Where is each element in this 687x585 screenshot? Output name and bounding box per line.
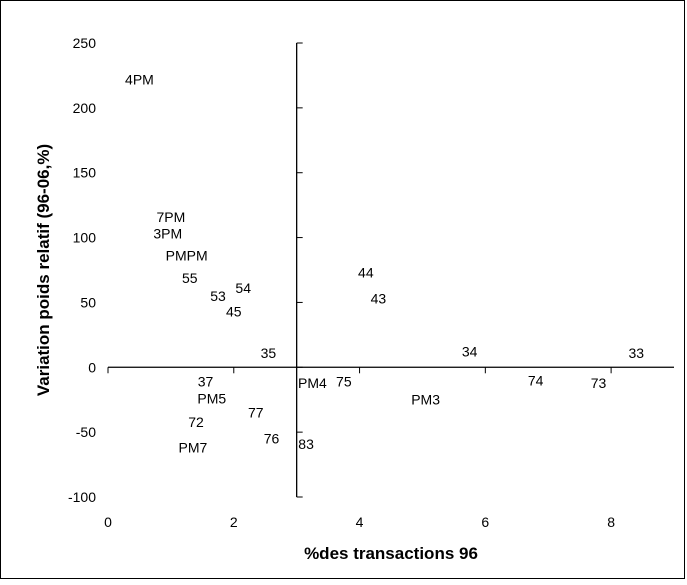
data-point-label: 77 — [248, 405, 264, 421]
data-point-label: 75 — [336, 374, 352, 390]
data-point-label: 37 — [198, 374, 214, 390]
y-tick-label: 250 — [73, 35, 97, 51]
data-point-label: PM3 — [411, 392, 440, 408]
data-point-label: 76 — [264, 431, 280, 447]
x-tick-label: 4 — [356, 514, 364, 530]
data-point-label: 7PM — [156, 209, 185, 225]
data-point-label: 34 — [462, 344, 478, 360]
tick-labels: 0 2 4 6 8 -100 -50 0 50 100 150 200 250 — [68, 35, 615, 530]
x-tick-label: 8 — [607, 514, 615, 530]
data-point-label: PM4 — [298, 375, 327, 391]
data-point-label: 43 — [371, 291, 387, 307]
plot-area — [108, 43, 674, 497]
y-tick-label: -100 — [68, 489, 96, 505]
y-tick-label: 50 — [80, 294, 96, 310]
data-point-label: 73 — [591, 375, 607, 391]
data-point-label: PM7 — [179, 440, 208, 456]
data-point-label: 74 — [528, 372, 544, 388]
data-point-label: 83 — [298, 436, 314, 452]
x-tick-label: 0 — [104, 514, 112, 530]
axes — [107, 42, 674, 498]
data-point-label: PMPM — [166, 248, 208, 264]
y-tick-label: 0 — [88, 359, 96, 375]
y-tick-label: 100 — [73, 230, 97, 246]
data-point-label: PM5 — [197, 390, 226, 406]
y-tick-label: -50 — [76, 424, 96, 440]
data-point-label: 44 — [358, 265, 374, 281]
y-tick-label: 200 — [73, 100, 97, 116]
data-point-label: 3PM — [153, 226, 182, 242]
x-tick-label: 2 — [230, 514, 238, 530]
data-point-label: 45 — [226, 304, 242, 320]
y-axis-label: Variation poids relatif (96-06,%) — [34, 144, 53, 396]
data-point-label: 35 — [261, 345, 277, 361]
data-point-label: 4PM — [125, 71, 154, 87]
data-point-label: 54 — [235, 280, 251, 296]
data-point-label: 53 — [210, 288, 226, 304]
data-point-label: 72 — [188, 414, 204, 430]
x-axis-label: %des transactions 96 — [304, 544, 478, 563]
data-point-label: 55 — [182, 270, 198, 286]
data-point-label: 33 — [628, 345, 644, 361]
y-tick-label: 150 — [73, 165, 97, 181]
x-tick-label: 6 — [481, 514, 489, 530]
